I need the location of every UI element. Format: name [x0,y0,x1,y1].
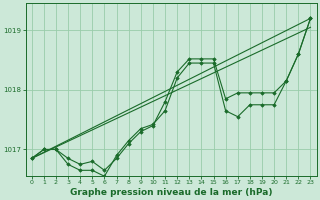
X-axis label: Graphe pression niveau de la mer (hPa): Graphe pression niveau de la mer (hPa) [70,188,272,197]
